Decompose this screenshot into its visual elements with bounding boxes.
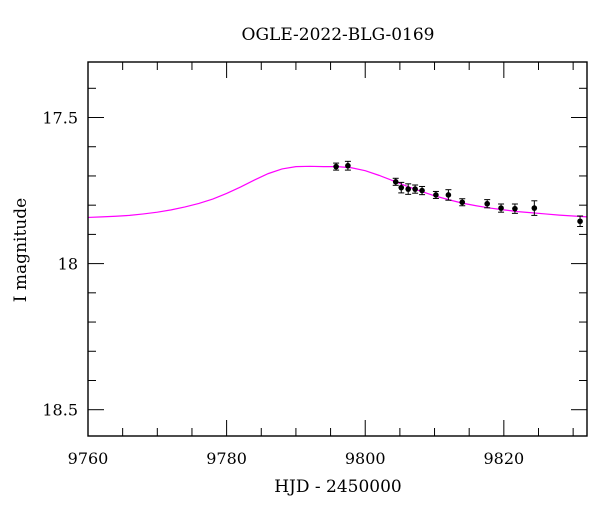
data-point (577, 215, 584, 228)
data-point (405, 183, 412, 195)
data-points-layer (333, 160, 584, 228)
data-point-marker (433, 192, 439, 198)
x-tick-label: 9780 (206, 449, 247, 468)
data-point (511, 203, 518, 214)
data-point (419, 185, 426, 196)
data-point-marker (412, 186, 418, 192)
data-point (333, 162, 340, 171)
data-point-marker (512, 205, 518, 212)
x-tick-label: 9820 (483, 449, 524, 468)
data-point-marker (445, 192, 452, 198)
data-point (432, 190, 439, 199)
data-point (392, 177, 399, 186)
data-point (498, 203, 505, 213)
data-point-marker (392, 178, 399, 185)
data-point-marker (577, 218, 583, 225)
data-point-marker (333, 163, 339, 170)
data-point-marker (405, 186, 411, 192)
y-tick-label: 18.5 (42, 401, 78, 420)
data-point-marker (398, 184, 405, 191)
model-curve (87, 165, 588, 219)
data-point (459, 198, 466, 207)
axis-ticks (87, 62, 587, 436)
tick-labels: 9760 9780 9800 9820 17.5 18 18.5 (42, 109, 524, 468)
data-point (412, 184, 419, 194)
y-tick-label: 18 (58, 255, 78, 274)
x-axis-label: HJD - 2450000 (274, 477, 402, 497)
data-point-marker (345, 162, 351, 169)
data-point (398, 181, 405, 194)
data-point-marker (484, 200, 491, 207)
plot-frame (87, 61, 588, 437)
model-curve-layer (87, 165, 588, 219)
data-point-marker (531, 205, 538, 211)
data-point-marker (459, 199, 466, 206)
x-tick-label: 9760 (68, 449, 109, 468)
chart-title: OGLE-2022-BLG-0169 (242, 25, 435, 45)
data-point (531, 200, 538, 216)
data-point-marker (498, 205, 504, 211)
data-point-marker (419, 187, 425, 194)
y-tick-label: 17.5 (42, 109, 78, 128)
x-tick-label: 9800 (345, 449, 386, 468)
data-point (445, 189, 452, 201)
data-point (344, 160, 351, 171)
data-point (484, 199, 491, 209)
y-axis-label: I magnitude (11, 198, 31, 302)
